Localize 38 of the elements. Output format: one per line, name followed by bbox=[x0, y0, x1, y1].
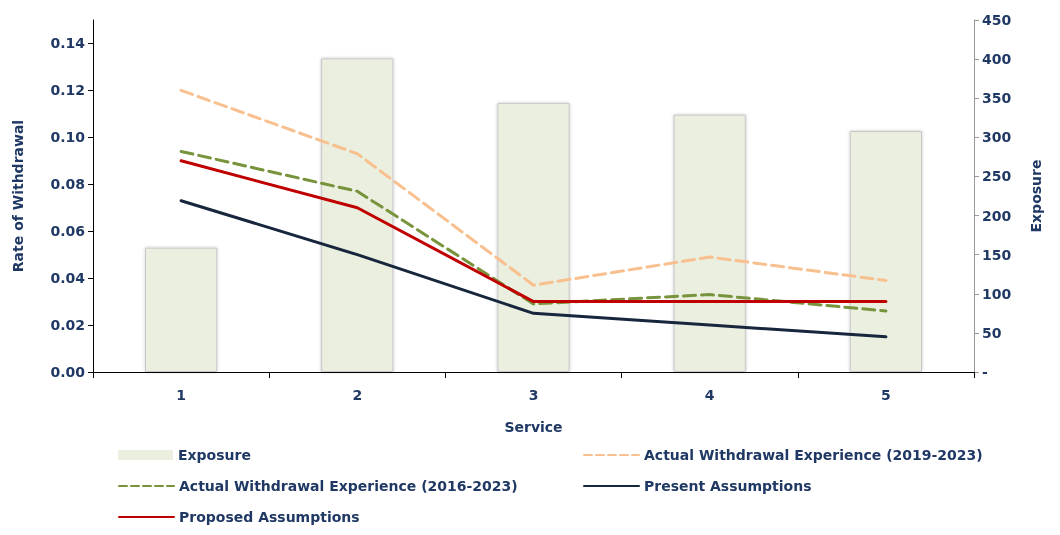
legend-label: Actual Withdrawal Experience (2019-2023) bbox=[644, 447, 983, 463]
line-series bbox=[179, 88, 888, 287]
bar bbox=[673, 114, 746, 372]
y2-tick-label: - bbox=[982, 364, 988, 380]
y-tick-label: 0.14 bbox=[50, 35, 86, 52]
x-tick-label: 1 bbox=[176, 387, 186, 403]
y2-tick-label: 100 bbox=[982, 285, 1012, 302]
bar bbox=[144, 247, 218, 372]
x-tick-label: 2 bbox=[352, 387, 363, 403]
bar bbox=[497, 102, 570, 372]
y2-tick-label: 50 bbox=[982, 324, 1002, 341]
y-tick-label: 0.02 bbox=[50, 317, 85, 334]
y2-tick-label: 200 bbox=[982, 207, 1012, 224]
legend-label: Exposure bbox=[178, 447, 251, 463]
y-tick-label: 0.04 bbox=[50, 270, 86, 287]
y2-tick-label: 450 bbox=[982, 12, 1012, 28]
y2-tick-label: 300 bbox=[982, 129, 1012, 146]
y-tick-label: 0.06 bbox=[50, 223, 85, 240]
y2-tick-label: 350 bbox=[982, 90, 1012, 107]
y-tick-label: 0.10 bbox=[50, 129, 86, 146]
y-tick-label: 0.12 bbox=[50, 82, 85, 99]
legend-label: Present Assumptions bbox=[644, 478, 812, 494]
bar bbox=[321, 58, 394, 372]
y2-axis-title: Exposure bbox=[1028, 159, 1044, 233]
x-tick-label: 4 bbox=[704, 387, 715, 403]
y-tick-label: 0.08 bbox=[50, 176, 85, 193]
y2-tick-label: 400 bbox=[982, 51, 1012, 68]
x-axis-title: Service bbox=[504, 419, 563, 435]
line-series bbox=[179, 199, 888, 339]
y2-tick-label: 250 bbox=[982, 168, 1012, 185]
legend-label: Proposed Assumptions bbox=[179, 509, 360, 525]
legend-label: Actual Withdrawal Experience (2016-2023) bbox=[179, 478, 518, 494]
x-tick-label: 5 bbox=[881, 387, 891, 403]
y-tick-label: 0.00 bbox=[50, 364, 86, 380]
y2-tick-label: 150 bbox=[982, 246, 1012, 263]
bar bbox=[849, 131, 923, 372]
y-axis-title: Rate of Withdrawal bbox=[10, 119, 26, 273]
x-tick-label: 3 bbox=[528, 387, 539, 403]
